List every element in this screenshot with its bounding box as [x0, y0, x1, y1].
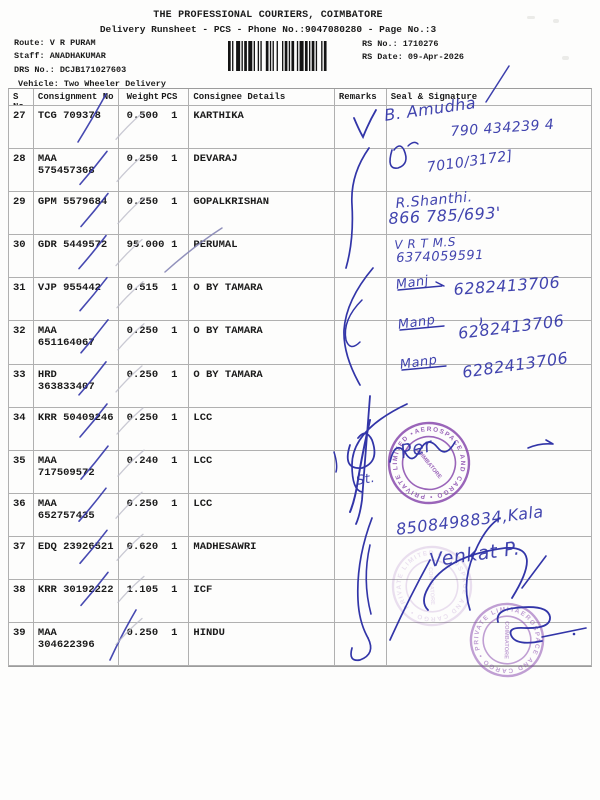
cell-s-no: 32 [9, 321, 34, 364]
cell-s-no: 33 [9, 364, 34, 407]
cell-pcs: 1 [171, 540, 178, 553]
cell-pcs: 1 [171, 368, 178, 381]
cell-remarks [335, 106, 387, 149]
cell-pcs: 1 [171, 454, 178, 467]
cell-s-no: 35 [9, 450, 34, 493]
cell-s-no: 39 [9, 623, 34, 666]
cell-consignee: O BY TAMARA [189, 364, 335, 407]
cell-consignee: ICF [189, 580, 335, 623]
cell-s-no: 30 [9, 235, 34, 278]
barcode [228, 41, 327, 71]
handwritten-note: Manp [397, 312, 437, 333]
col-consignee: Consignee Details [189, 89, 335, 105]
cell-consignee: HINDU [189, 623, 335, 666]
table-row: 32 MAA 651164067 0.250 1 O BY TAMARA [9, 321, 591, 365]
handwritten-note: 6282413706 [453, 272, 561, 299]
cell-pcs: 1 [171, 153, 178, 166]
cell-pcs: 1 [171, 325, 178, 338]
cell-s-no: 36 [9, 493, 34, 536]
scan-speck [527, 16, 535, 19]
col-weight: Weight [126, 92, 160, 102]
handwritten-note: B. Amudha [383, 93, 478, 125]
scan-speck [553, 19, 559, 23]
col-seal-signature: Seal & Signature [390, 92, 478, 102]
cell-consignee: LCC [189, 493, 335, 536]
cell-s-no: 37 [9, 536, 34, 580]
cell-remarks [335, 278, 387, 321]
cell-s-no: 29 [9, 192, 34, 235]
col-remarks: Remarks [335, 89, 387, 105]
handwritten-note: 6374059591 [396, 247, 485, 266]
cell-consignee: DEVARAJ [189, 149, 335, 192]
cell-consignee: O BY TAMARA [189, 278, 335, 321]
cell-remarks [335, 536, 387, 580]
cell-remarks [335, 493, 387, 536]
cell-remarks [335, 623, 387, 666]
handwritten-note: St. [355, 470, 377, 489]
handwritten-note: Manp [399, 352, 439, 373]
cell-pcs: 1 [171, 110, 178, 122]
col-pcs: PCS [161, 92, 178, 102]
handwritten-note: 6282413706 [457, 310, 566, 343]
cell-remarks [335, 235, 387, 278]
handwritten-note: Venkat P. [428, 537, 522, 572]
cell-pcs: 1 [171, 627, 178, 640]
cell-consignee: MADHESAWRI [189, 536, 335, 580]
handwritten-note: 790 434239 4 [450, 116, 555, 140]
handwritten-note: Per [398, 434, 435, 464]
cell-remarks [335, 321, 387, 364]
cell-pcs: 1 [171, 497, 178, 510]
col-consignment: Consignment No [34, 89, 119, 105]
col-s-no: S No [9, 89, 34, 105]
rs-no-line: RS No.: 1710276 [362, 39, 439, 49]
cell-pcs: 1 [171, 584, 178, 597]
route-line: Route: V R PURAM [14, 38, 96, 48]
cell-remarks [335, 149, 387, 192]
page-title: THE PROFESSIONAL COURIERS, COIMBATORE [153, 10, 383, 21]
staff-line: Staff: ANADHAKUMAR [14, 51, 106, 61]
handwritten-note: 8508498834,Kala [395, 501, 545, 539]
scan-speck [562, 56, 569, 60]
cell-consignee: KARTHIKA [189, 106, 335, 149]
cell-pcs: 1 [171, 282, 178, 295]
drs-no-line: DRS No.: DCJB171027603 [14, 65, 127, 75]
col-weight-pcs: Weight PCS [119, 89, 190, 105]
cell-consignee: LCC [189, 407, 335, 450]
cell-s-no: 27 [9, 106, 34, 149]
cell-s-no: 31 [9, 278, 34, 321]
cell-consignee: O BY TAMARA [189, 321, 335, 364]
cell-pcs: 1 [171, 196, 178, 209]
cell-pcs: 1 [171, 411, 178, 424]
cell-remarks [335, 364, 387, 407]
cell-consignee: GOPALKRISHAN [189, 192, 335, 235]
handwritten-note: 7010/3172] [426, 147, 514, 176]
page-subtitle: Delivery Runsheet - PCS - Phone No.:9047… [99, 24, 437, 35]
vehicle-line: Vehicle: Two Wheeler Delivery [18, 79, 166, 89]
cell-remarks [335, 580, 387, 623]
handwritten-note: 6282413706 [461, 348, 570, 382]
cell-s-no: 38 [9, 580, 34, 623]
cell-s-no: 28 [9, 149, 34, 192]
handwritten-note: Manj [395, 273, 430, 293]
rs-date-line: RS Date: 09-Apr-2026 [362, 52, 465, 62]
cell-s-no: 34 [9, 407, 34, 450]
cell-remarks [335, 192, 387, 235]
